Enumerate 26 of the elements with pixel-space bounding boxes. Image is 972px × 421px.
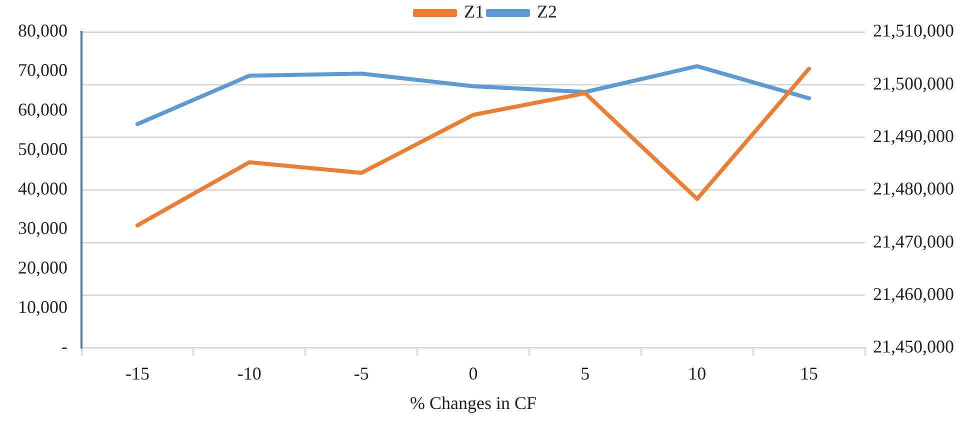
- y2-tick-label: 21,450,000: [873, 336, 954, 357]
- y2-tick-label: 21,480,000: [873, 178, 954, 199]
- y-tick-label: 50,000: [18, 139, 68, 160]
- y-tick-label: 30,000: [18, 218, 68, 238]
- y-tick-label: 40,000: [18, 178, 68, 199]
- y-tick-label: 80,000: [18, 20, 68, 41]
- x-tick-label: -15: [125, 363, 150, 384]
- y-tick-label: 70,000: [18, 60, 68, 80]
- legend-label: Z1: [464, 2, 484, 22]
- y2-tick-label: 21,470,000: [873, 231, 954, 252]
- x-tick-label: -10: [237, 363, 262, 384]
- x-tick-label: 15: [800, 363, 818, 384]
- x-tick-label: 5: [580, 363, 590, 384]
- x-axis-title: % Changes in CF: [410, 392, 537, 413]
- x-tick-label: 10: [688, 363, 706, 384]
- y2-tick-label: 21,460,000: [873, 284, 954, 304]
- y2-tick-label: 21,510,000: [873, 20, 954, 41]
- y-tick-label: 20,000: [18, 258, 68, 278]
- x-tick-label: 0: [468, 363, 478, 384]
- y-tick-label: -: [62, 336, 68, 357]
- y-tick-label: 60,000: [18, 100, 68, 120]
- x-tick-label: -5: [354, 363, 369, 384]
- y-tick-label: 10,000: [18, 297, 68, 318]
- y2-tick-label: 21,500,000: [873, 73, 954, 94]
- legend-label: Z2: [537, 2, 557, 22]
- y2-tick-label: 21,490,000: [873, 126, 954, 146]
